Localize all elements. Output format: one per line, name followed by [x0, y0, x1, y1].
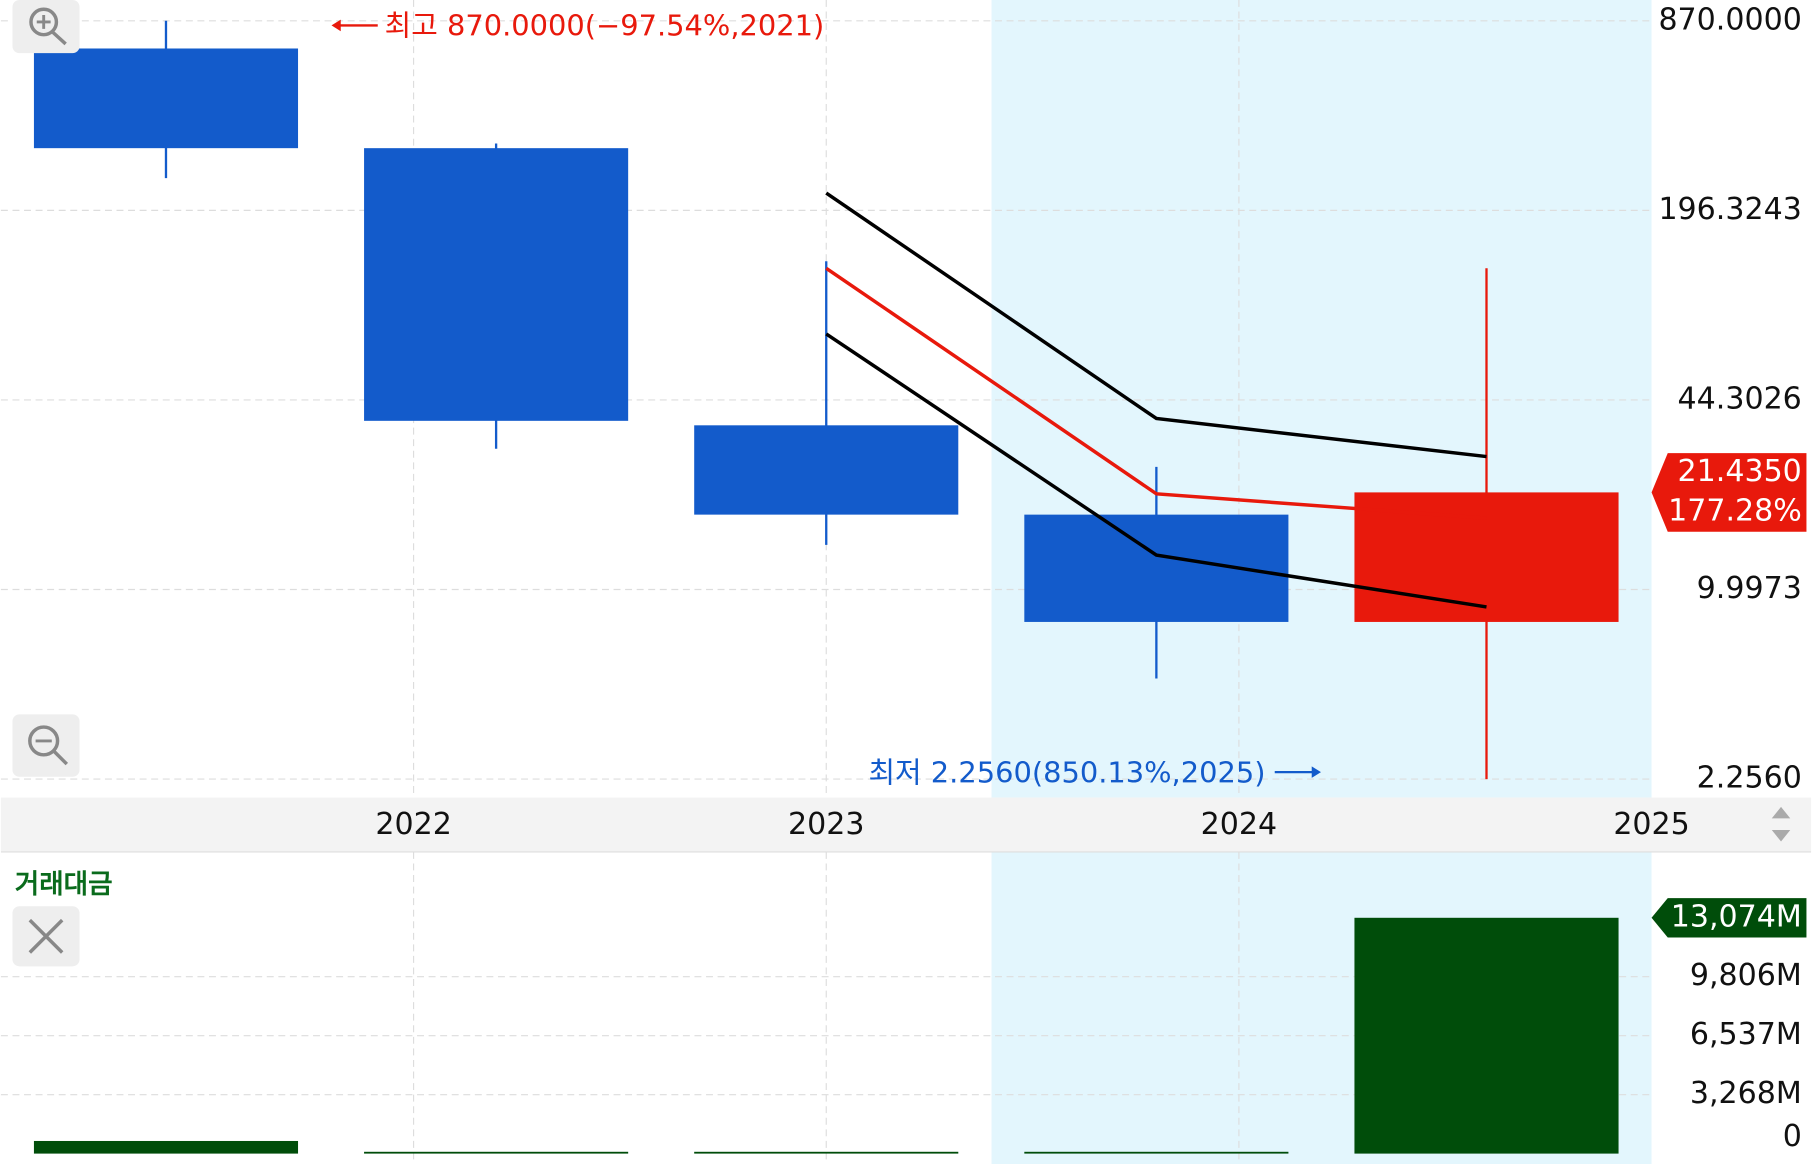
low-annotation: 최저 2.2560(850.13%,2025) [868, 755, 1265, 789]
candle-body [33, 48, 299, 149]
y-tick-label: 0 [1783, 1119, 1802, 1154]
moving-average-line [825, 332, 1487, 609]
marks [33, 20, 1619, 1154]
x-tick-label: 2023 [788, 807, 864, 842]
x-tick-label: 2022 [375, 807, 451, 842]
candle-body [364, 148, 629, 421]
labels: 2.2560 9.9973 44.3026 196.3243 870.0000 2022 2… [15, 2, 1807, 1154]
x-tick-label: 2024 [1201, 807, 1277, 842]
scroll-arrows[interactable] [1771, 806, 1791, 842]
high-annotation: 최고 870.0000(−97.54%,2021) [385, 9, 825, 43]
annotation-arrowhead [331, 19, 341, 32]
last-change-label: 177.28% [1668, 494, 1802, 529]
volume-bar [364, 1151, 629, 1154]
moving-average-line [825, 266, 1487, 520]
y-tick-label: 870.0000 [1658, 2, 1801, 37]
zoom-out-button[interactable] [12, 714, 80, 777]
annotation-arrowhead [1311, 766, 1321, 778]
last-price-tag [1651, 453, 1807, 532]
y-tick-label: 196.3243 [1658, 192, 1801, 227]
volume-title: 거래대금 [15, 869, 113, 900]
last-price-label: 21.4350 [1678, 454, 1802, 489]
volume-bar [1024, 1151, 1289, 1154]
x-tick-label: 2025 [1613, 807, 1689, 842]
y-tick-label: 9,806M [1690, 958, 1802, 993]
close-button[interactable] [12, 906, 80, 967]
volume-bar [33, 1140, 299, 1154]
y-tick-label: 13,074M [1671, 899, 1802, 934]
y-tick-label: 44.3026 [1678, 381, 1802, 416]
candle-body [694, 425, 959, 515]
volume-bar [1354, 917, 1619, 1154]
volume-bar [694, 1151, 959, 1154]
y-tick-label: 9.9973 [1697, 571, 1802, 606]
volume-tag [1651, 898, 1807, 938]
x-axis-band [0, 797, 1812, 852]
zoom-in-button[interactable] [12, 0, 80, 54]
y-tick-label: 2.2560 [1697, 761, 1802, 796]
y-tick-label: 6,537M [1690, 1017, 1802, 1052]
highlight-region [991, 0, 1652, 798]
moving-average-line [825, 191, 1487, 459]
y-tick-label: 3,268M [1690, 1076, 1802, 1111]
candle-body [1354, 492, 1619, 622]
